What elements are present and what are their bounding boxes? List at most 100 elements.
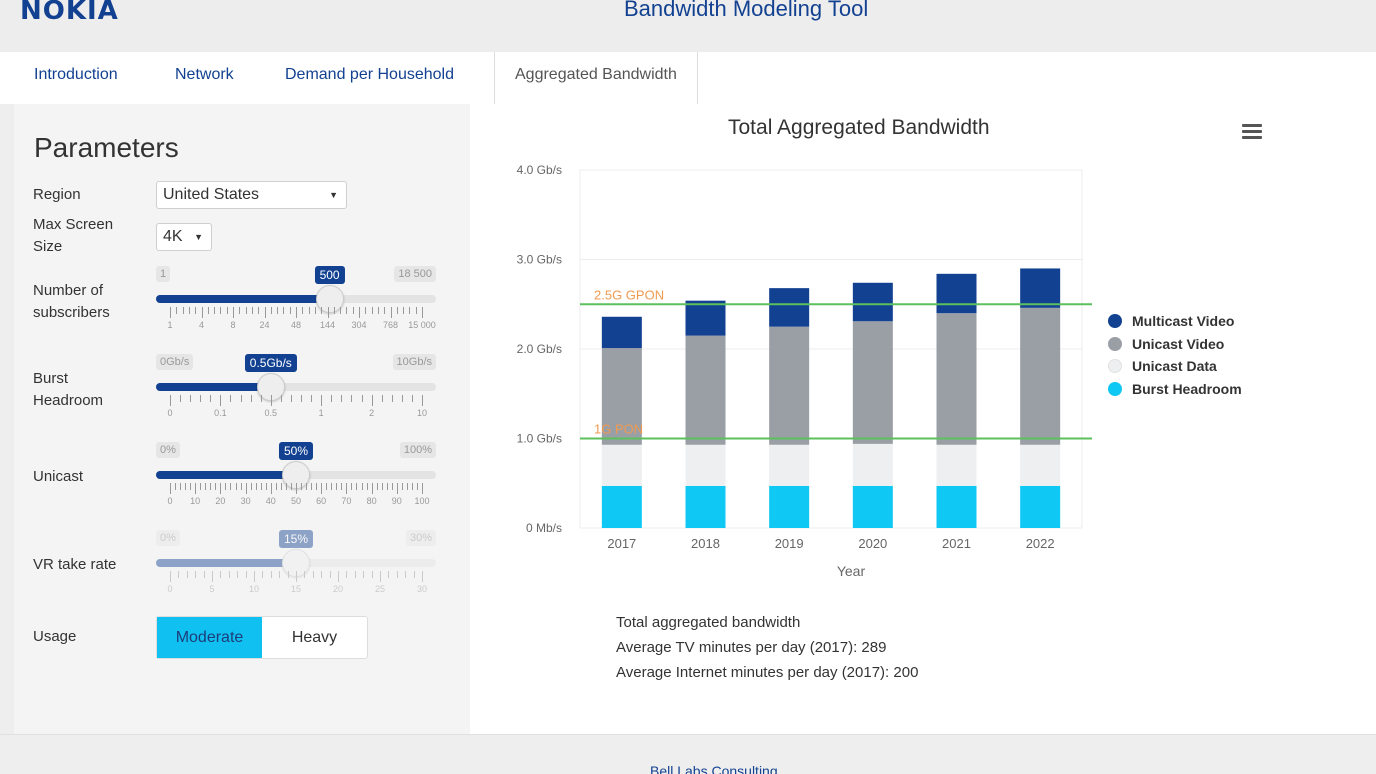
slider-tick	[340, 307, 342, 314]
bar-segment	[852, 282, 893, 322]
hamburger-menu-icon[interactable]	[1242, 124, 1262, 140]
slider-tick	[306, 483, 308, 490]
slider-min-label: 0%	[156, 442, 180, 458]
slider-grid-label: 304	[351, 320, 367, 330]
slider-tick	[333, 307, 335, 314]
slider-tick	[391, 395, 393, 402]
slider-tick	[396, 307, 398, 314]
slider-handle[interactable]	[315, 285, 344, 313]
slider-grid-label: 768	[382, 320, 399, 330]
slider-tick	[287, 571, 289, 578]
slider-tick	[176, 307, 178, 314]
slider-tick	[226, 307, 228, 314]
slider-tick	[304, 571, 306, 578]
slider-tick	[411, 395, 413, 402]
slider-tick	[178, 571, 180, 578]
slider-grid-label: 100	[414, 496, 430, 506]
slider-tick	[200, 395, 202, 402]
slider-tick	[207, 307, 209, 314]
legend-item[interactable]: Burst Headroom	[1108, 378, 1242, 401]
slider-tick	[228, 571, 230, 578]
usage-toggle[interactable]: Moderate Heavy	[156, 616, 368, 659]
slider-handle[interactable]	[282, 549, 310, 577]
slider-tick	[240, 395, 242, 402]
slider-tick	[346, 307, 348, 314]
legend-item[interactable]: Multicast Video	[1108, 310, 1242, 333]
slider-tick	[336, 483, 338, 490]
slider-tick	[203, 571, 205, 578]
slider-tick	[239, 307, 241, 314]
slider-tick	[170, 483, 171, 494]
tab-demand-per-household[interactable]: Demand per Household	[285, 66, 454, 83]
slider-grid-label: 30	[416, 584, 428, 594]
tab-bar: Introduction Network Demand per Househol…	[0, 52, 1376, 104]
tab-network[interactable]: Network	[175, 66, 234, 83]
slider-fill	[156, 559, 296, 567]
usage-heavy-button[interactable]: Heavy	[291, 628, 338, 646]
legend-label: Unicast Video	[1132, 335, 1225, 352]
vr-take-rate-slider[interactable]: 0% 30% 15% 0 5 10 15 20 25 30	[156, 530, 436, 610]
slider-tick	[180, 483, 182, 490]
app-title: Bandwidth Modeling Tool	[624, 0, 869, 21]
unicast-slider[interactable]: 0% 100% 50% 0 10 20 30 40 50 60 70 80 90 100	[156, 442, 436, 522]
legend-item[interactable]: Unicast Data	[1108, 355, 1242, 378]
slider-tick	[391, 483, 393, 490]
slider-grid-label: 10	[416, 408, 428, 418]
y-tick-label: 3.0 Gb/s	[517, 253, 562, 267]
slider-grid-label: 20	[215, 496, 226, 506]
slider-min-label: 0%	[156, 530, 180, 546]
bar-segment	[685, 300, 726, 336]
slider-track[interactable]	[156, 383, 436, 391]
slider-tick	[361, 483, 363, 490]
screen-size-select[interactable]: 4K ▼	[156, 223, 212, 251]
slider-tick	[279, 571, 281, 578]
slider-tick	[270, 395, 272, 406]
slider-fill	[156, 471, 296, 479]
nokia-logo: NOKIA	[20, 0, 119, 26]
slider-tick	[422, 395, 423, 406]
tab-introduction[interactable]: Introduction	[34, 66, 118, 83]
x-tick-label: 2017	[607, 536, 636, 551]
slider-tick	[396, 483, 398, 494]
slider-min-label: 0Gb/s	[156, 354, 194, 370]
subscribers-slider[interactable]: 1 18 500 500 1 4 8 24 48 144 304 768 15 000	[156, 266, 436, 346]
slider-grid-label: 50	[290, 496, 302, 506]
slider-tick	[341, 395, 343, 402]
slider-tick	[254, 571, 255, 582]
chevron-down-icon: ▼	[329, 190, 338, 200]
slider-grid-label: 70	[341, 496, 352, 506]
slider-tick	[377, 307, 379, 314]
screen-size-label: Max Screen Size	[33, 216, 114, 255]
slider-tick	[384, 307, 386, 314]
slider-tick	[401, 395, 403, 402]
x-tick-label: 2019	[775, 536, 804, 551]
slider-tick	[210, 483, 212, 490]
slider-tick	[175, 483, 177, 490]
usage-moderate-button[interactable]: Moderate	[157, 617, 262, 658]
slider-tick	[290, 483, 292, 490]
slider-tick	[311, 395, 313, 402]
slider-tick	[371, 483, 373, 494]
slider-tick	[390, 307, 392, 318]
tab-aggregated-bandwidth[interactable]: Aggregated Bandwidth	[494, 52, 698, 104]
slider-tick	[240, 483, 242, 490]
slider-tick	[225, 483, 227, 490]
slider-tick	[220, 571, 222, 578]
slider-tick	[283, 307, 285, 314]
slider-value-label: 0.5Gb/s	[244, 354, 297, 372]
legend-item[interactable]: Unicast Video	[1108, 333, 1242, 356]
x-tick-label: 2021	[942, 536, 971, 551]
region-select[interactable]: United States ▼	[156, 181, 347, 209]
slider-tick	[190, 395, 192, 402]
region-value: United States	[163, 186, 260, 203]
slider-tick	[327, 307, 329, 318]
slider-tick	[245, 571, 247, 578]
burst-headroom-slider[interactable]: 0Gb/s 10Gb/s 0.5Gb/s 0 0.1 0.5 1 2 10	[156, 354, 436, 434]
chart-legend: Multicast Video Unicast Video Unicast Data…	[1108, 310, 1242, 400]
slider-tick	[388, 571, 390, 578]
slider-tick	[380, 571, 381, 582]
chevron-down-icon: ▼	[194, 232, 203, 242]
slider-tick	[260, 395, 262, 402]
slider-tick	[170, 571, 171, 582]
slider-tick	[250, 395, 252, 402]
